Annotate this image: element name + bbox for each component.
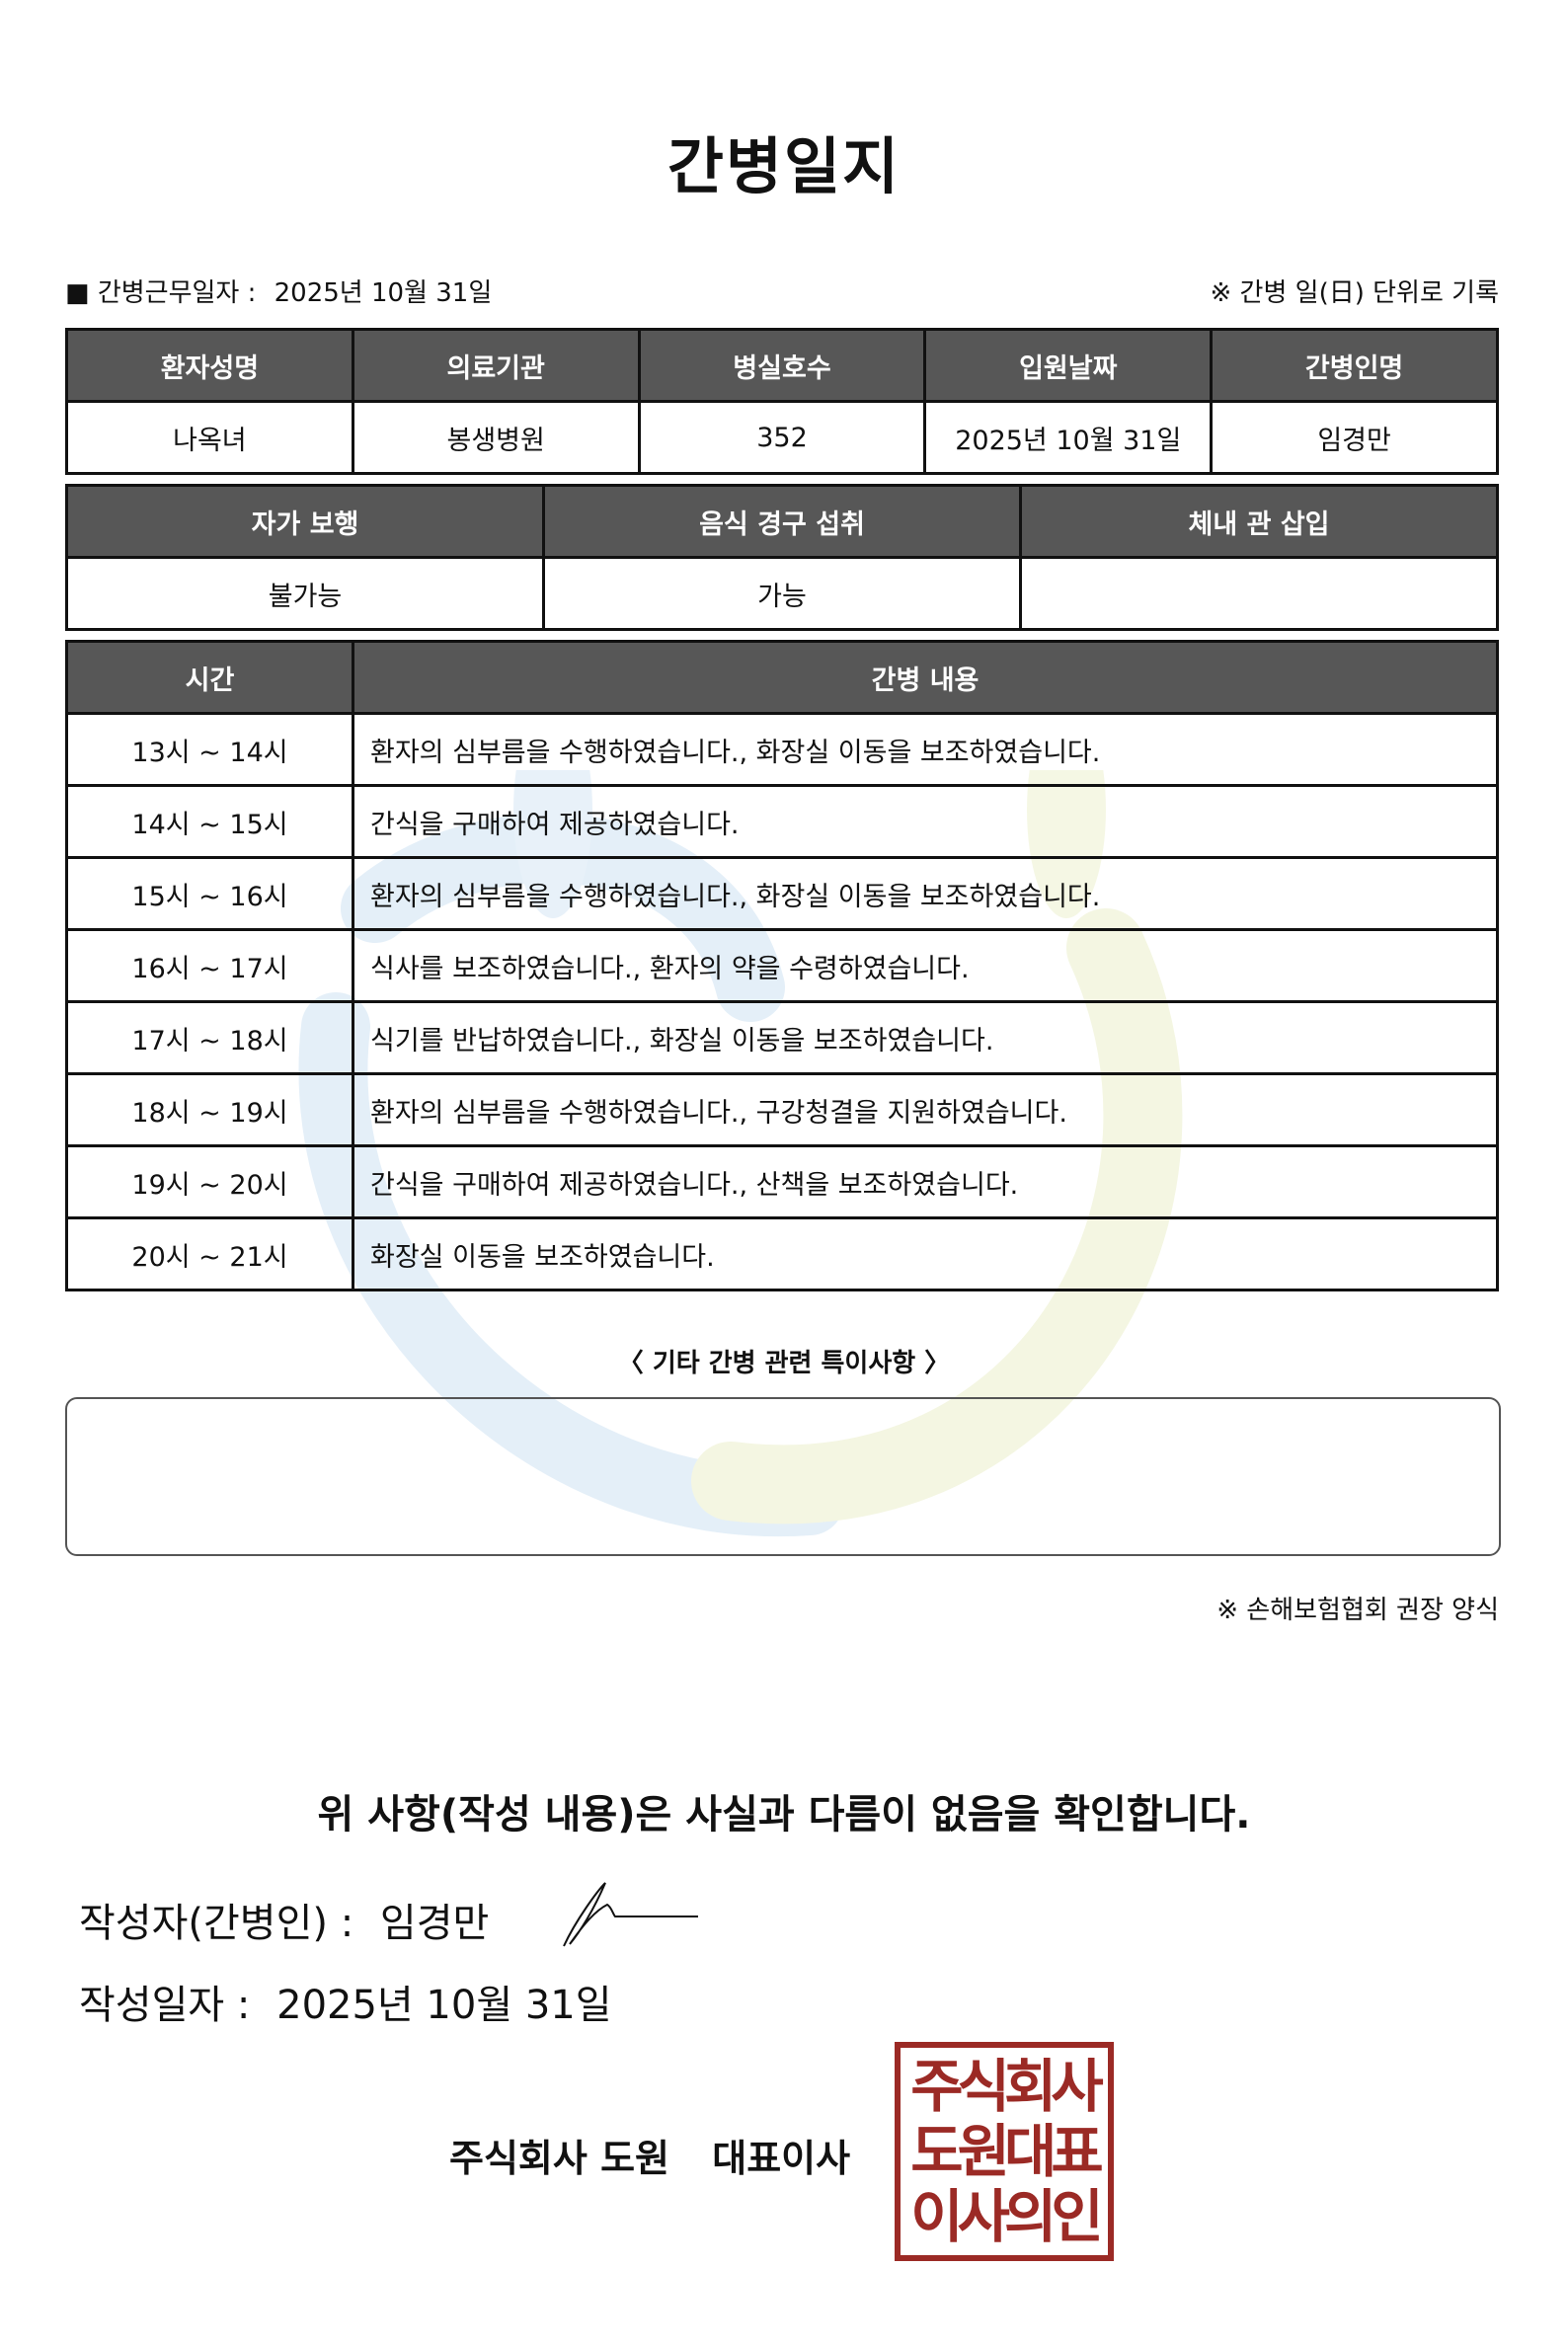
page-title: 간병일지 — [666, 130, 902, 202]
written-date-line: 작성일자 : 2025년 10월 31일 — [79, 1973, 612, 2030]
room-number: 352 — [637, 400, 927, 475]
remarks-box[interactable] — [65, 1397, 1501, 1556]
care-log-table: 시간 간병 내용 13시 ~ 14시 환자의 심부름을 수행하였습니다., 화장실… — [65, 640, 1499, 1291]
row-time: 18시 ~ 19시 — [65, 1072, 354, 1147]
row-time: 13시 ~ 14시 — [65, 712, 354, 787]
table-row: 18시 ~ 19시 환자의 심부름을 수행하였습니다., 구강청결을 지원하였습니… — [65, 1072, 1499, 1147]
header-patient-name: 환자성명 — [65, 328, 354, 403]
table-row: 20시 ~ 21시 화장실 이동을 보조하였습니다. — [65, 1216, 1499, 1291]
confirmation-statement: 위 사항(작성 내용)은 사실과 다름이 없음을 확인합니다. — [317, 1792, 1251, 1838]
row-content: 환자의 심부름을 수행하였습니다., 화장실 이동을 보조하였습니다. — [352, 856, 1499, 931]
table-row: 17시 ~ 18시 식기를 반납하였습니다., 화장실 이동을 보조하였습니다. — [65, 1000, 1499, 1075]
company-title: 대표이사 — [712, 2137, 851, 2180]
header-tube: 체내 관 삽입 — [1019, 484, 1499, 559]
caregiver-name: 임경만 — [1210, 400, 1499, 475]
header-content: 간병 내용 — [352, 640, 1499, 715]
writer-name: 임경만 — [379, 1901, 490, 1946]
company-name: 주식회사 도원 — [449, 2137, 669, 2180]
remarks-label: 〈 기타 간병 관련 특이사항 〉 — [617, 1349, 951, 1378]
written-date-value: 2025년 10월 31일 — [276, 1983, 612, 2028]
row-content: 식기를 반납하였습니다., 화장실 이동을 보조하였습니다. — [352, 1000, 1499, 1075]
row-time: 15시 ~ 16시 — [65, 856, 354, 931]
table-row: 13시 ~ 14시 환자의 심부름을 수행하였습니다., 화장실 이동을 보조하였… — [65, 712, 1499, 787]
work-date: ■ 간병근무일자 : 2025년 10월 31일 — [65, 273, 492, 309]
writer-line: 작성자(간병인) : 임경만 — [79, 1891, 489, 1948]
walking-value: 불가능 — [65, 556, 545, 631]
tube-value — [1019, 556, 1499, 631]
row-content: 식사를 보조하였습니다., 환자의 약을 수령하였습니다. — [352, 928, 1499, 1003]
row-time: 19시 ~ 20시 — [65, 1144, 354, 1219]
written-date-label: 작성일자 : — [79, 1983, 251, 2028]
header-oral-intake: 음식 경구 섭취 — [542, 484, 1022, 559]
row-time: 14시 ~ 15시 — [65, 784, 354, 859]
patient-info-table: 환자성명 의료기관 병실호수 입원날짜 간병인명 나옥녀 봉생병원 352 20… — [65, 328, 1499, 475]
signature — [563, 1882, 698, 1947]
oral-intake-value: 가능 — [542, 556, 1022, 631]
table-row: 14시 ~ 15시 간식을 구매하여 제공하였습니다. — [65, 784, 1499, 859]
company-seal-stamp: 주식회사 도원대표 이사의인 — [895, 2042, 1114, 2261]
row-content: 화장실 이동을 보조하였습니다. — [352, 1216, 1499, 1291]
patient-status-table: 자가 보행 음식 경구 섭취 체내 관 삽입 불가능 가능 — [65, 484, 1499, 631]
row-content: 간식을 구매하여 제공하였습니다., 산책을 보조하였습니다. — [352, 1144, 1499, 1219]
row-time: 16시 ~ 17시 — [65, 928, 354, 1003]
form-footnote: ※ 손해보험협회 권장 양식 — [1216, 1596, 1499, 1625]
header-time: 시간 — [65, 640, 354, 715]
row-content: 환자의 심부름을 수행하였습니다., 화장실 이동을 보조하였습니다. — [352, 712, 1499, 787]
table-row: 16시 ~ 17시 식사를 보조하였습니다., 환자의 약을 수령하였습니다. — [65, 928, 1499, 1003]
row-content: 간식을 구매하여 제공하였습니다. — [352, 784, 1499, 859]
header-admission-date: 입원날짜 — [923, 328, 1214, 403]
row-time: 20시 ~ 21시 — [65, 1216, 354, 1291]
hospital: 봉생병원 — [351, 400, 641, 475]
row-time: 17시 ~ 18시 — [65, 1000, 354, 1075]
work-date-label: ■ 간병근무일자 : — [65, 278, 257, 308]
header-hospital: 의료기관 — [351, 328, 641, 403]
writer-label: 작성자(간병인) : — [79, 1901, 354, 1946]
row-content: 환자의 심부름을 수행하였습니다., 구강청결을 지원하였습니다. — [352, 1072, 1499, 1147]
header-walking: 자가 보행 — [65, 484, 545, 559]
admission-date: 2025년 10월 31일 — [923, 400, 1214, 475]
header-caregiver: 간병인명 — [1210, 328, 1499, 403]
company-signature-line: 주식회사 도원 대표이사 — [449, 2128, 850, 2182]
patient-name: 나옥녀 — [65, 400, 354, 475]
table-row: 15시 ~ 16시 환자의 심부름을 수행하였습니다., 화장실 이동을 보조하였… — [65, 856, 1499, 931]
work-date-value: 2025년 10월 31일 — [274, 278, 493, 308]
unit-note: ※ 간병 일(日) 단위로 기록 — [1210, 278, 1500, 308]
table-row: 19시 ~ 20시 간식을 구매하여 제공하였습니다., 산책을 보조하였습니다. — [65, 1144, 1499, 1219]
header-room: 병실호수 — [637, 328, 927, 403]
